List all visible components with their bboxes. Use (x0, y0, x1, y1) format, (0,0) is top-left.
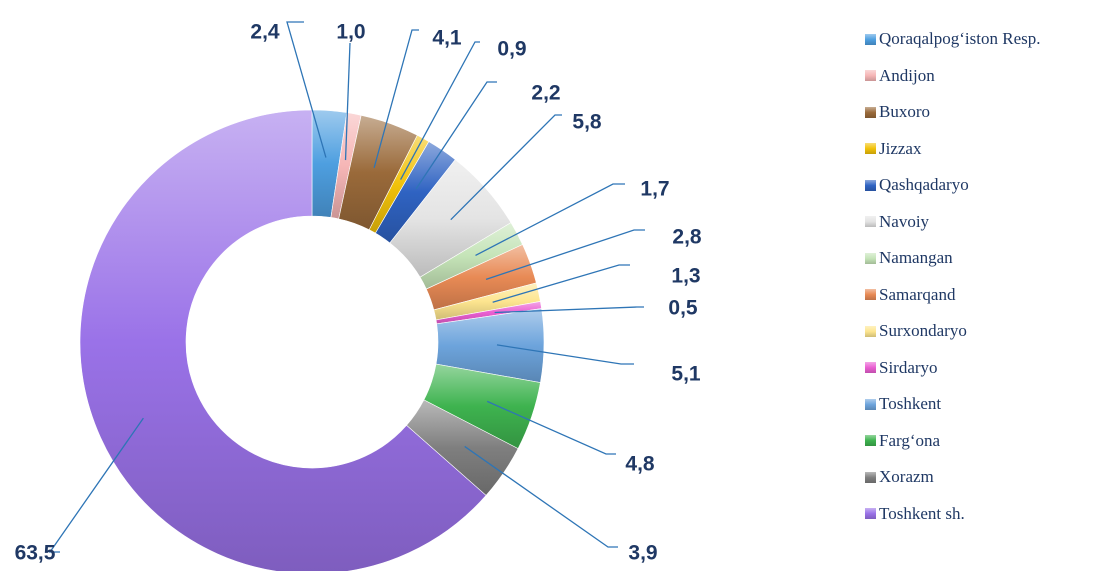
data-label-6: 5,8 (572, 111, 602, 134)
leader-line-5 (415, 81, 497, 190)
legend-item: Xorazm (865, 459, 1105, 496)
data-labels: 2,4 1,0 4,1 0,92,2 5,8 1,7 2,8 1,3 0,5 5,1 4,8 3,9 6… (15, 21, 702, 565)
legend-swatch (865, 362, 876, 374)
leader-line-6 (450, 114, 562, 221)
leader-line-12 (486, 400, 616, 455)
leader-line-8 (485, 229, 645, 280)
data-label-3: 4,1 (432, 27, 462, 50)
data-label-1: 2,4 (250, 21, 280, 44)
data-label-2: 1,0 (336, 21, 365, 44)
donut-slices (79, 109, 545, 571)
data-label-12: 4,8 (625, 453, 655, 476)
legend-swatch (865, 471, 876, 483)
legend-swatch (865, 216, 876, 228)
legend-item: Qashqadaryo (865, 167, 1105, 204)
legend-item: Qoraqalpog‘iston Resp. (865, 21, 1105, 58)
leader-lines (48, 21, 645, 553)
legend-label: Qashqadaryo (879, 175, 969, 195)
leader-line-9 (492, 264, 630, 303)
legend-label: Sirdaryo (879, 357, 938, 377)
data-label-14: 63,5 (15, 542, 56, 565)
legend-item: Samarqand (865, 277, 1105, 314)
data-label-11: 5,1 (671, 363, 701, 386)
leader-line-4 (400, 41, 480, 180)
leader-line-7 (475, 183, 625, 257)
legend-label: Farg‘ona (879, 430, 941, 450)
legend-label: Toshkent (879, 394, 942, 414)
legend-item: Farg‘ona (865, 423, 1105, 460)
legend-swatch (865, 106, 876, 118)
data-label-4: 0,9 (497, 38, 526, 61)
leader-line-2 (344, 42, 351, 161)
legend-label: Samarqand (879, 284, 956, 304)
legend-item: Namangan (865, 240, 1105, 277)
legend-swatch (865, 143, 876, 155)
data-label-9: 1,3 (671, 265, 700, 288)
data-label-10: 0,5 (668, 297, 698, 320)
leader-line-11 (496, 344, 634, 365)
legend-item: Buxoro (865, 94, 1105, 131)
leader-line-10 (494, 306, 644, 314)
legend-label: Buxoro (879, 102, 930, 122)
slice-14 (79, 109, 487, 571)
legend-item: Navoiy (865, 204, 1105, 241)
legend-swatch (865, 70, 876, 82)
legend-swatch (865, 179, 876, 191)
data-label-5: 2,2 (531, 82, 560, 105)
legend-swatch (865, 33, 876, 45)
legend-label: Toshkent sh. (879, 503, 965, 523)
leader-line-14 (48, 417, 144, 553)
legend-swatch (865, 398, 876, 410)
donut-chart: 2,4 1,0 4,1 0,9 2,2 5,8 1,7 2,8 1,3 0,5 5,1 4,8 3,9 6… (15, 21, 702, 571)
chart-legend: Qoraqalpog‘iston Resp. Andijon Buxoro Jizza… (865, 21, 1105, 532)
legend-item: Surxondaryo (865, 313, 1105, 350)
data-label-8: 2,8 (672, 226, 702, 249)
legend-swatch (865, 435, 876, 447)
legend-item: Toshkent sh. (865, 496, 1105, 533)
legend-swatch (865, 508, 876, 520)
legend-swatch (865, 325, 876, 337)
legend-label: Surxondaryo (879, 321, 967, 341)
legend-item: Jizzax (865, 131, 1105, 168)
legend-swatch (865, 289, 876, 301)
legend-label: Navoiy (879, 211, 930, 231)
legend-item: Toshkent (865, 386, 1105, 423)
legend-label: Qoraqalpog‘iston Resp. (879, 29, 1041, 49)
leader-line-3 (373, 29, 419, 168)
legend-label: Andijon (879, 65, 935, 85)
legend-label: Jizzax (879, 138, 922, 158)
leader-line-1 (286, 21, 327, 158)
legend-item: Andijon (865, 58, 1105, 95)
legend-item: Sirdaryo (865, 350, 1105, 387)
legend-label: Namangan (879, 248, 953, 268)
legend-swatch (865, 252, 876, 264)
donut-chart-svg: 2,4 1,0 4,1 0,92,2 5,8 1,7 2,8 1,3 0,5 5,1 4,8 3,9 6… (15, 21, 702, 571)
leader-line-13 (464, 445, 618, 548)
legend-label: Xorazm (879, 467, 934, 487)
data-label-7: 1,7 (640, 178, 669, 201)
data-label-13: 3,9 (628, 542, 657, 565)
